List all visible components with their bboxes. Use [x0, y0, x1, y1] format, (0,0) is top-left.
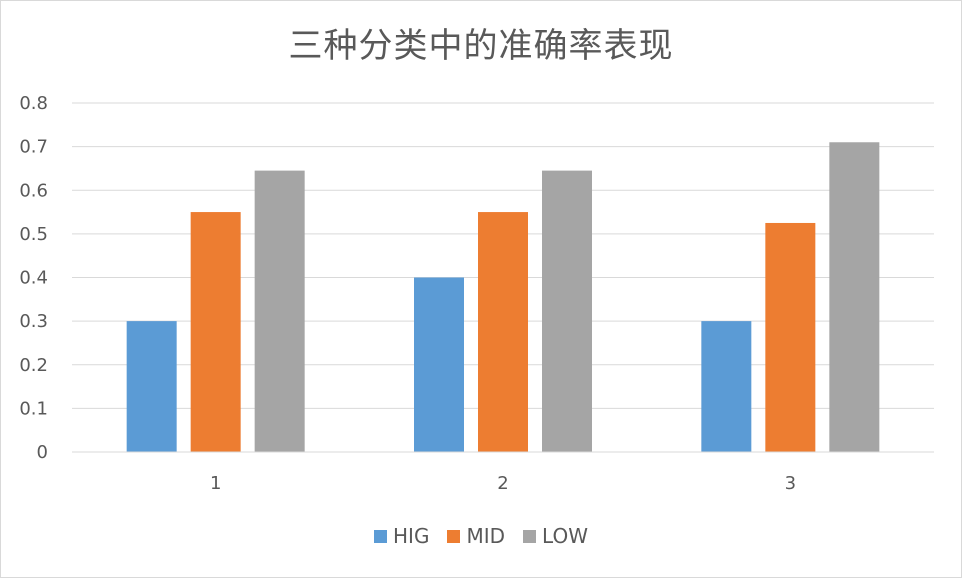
y-tick-label: 0.3	[19, 311, 48, 332]
legend-item-mid: MID	[447, 524, 505, 548]
bar-mid-1	[190, 212, 241, 452]
legend-label: MID	[466, 524, 506, 548]
y-tick-label: 0.8	[19, 93, 48, 114]
x-tick-label: 2	[497, 473, 508, 494]
x-tick-label: 1	[210, 473, 221, 494]
bar-mid-2	[478, 212, 528, 452]
bar-low-3	[829, 142, 880, 452]
legend-swatch	[523, 529, 537, 543]
bar-hig-1	[126, 321, 177, 452]
bar-low-2	[542, 170, 592, 452]
legend-item-low: LOW	[523, 524, 588, 548]
legend-item-hig: HIG	[374, 524, 429, 548]
chart-title: 三种分类中的准确率表现	[288, 26, 674, 66]
legend-swatch	[447, 529, 461, 543]
bar-low-1	[254, 170, 305, 452]
legend-label: LOW	[542, 524, 588, 548]
y-tick-label: 0.6	[19, 180, 48, 201]
y-tick-label: 0.2	[19, 355, 48, 376]
y-tick-label: 0	[37, 442, 48, 463]
legend-swatch	[374, 529, 388, 543]
y-tick-label: 0.7	[19, 137, 48, 158]
y-tick-label: 0.5	[19, 224, 48, 245]
bar-hig-2	[414, 277, 464, 452]
chart-legend: HIG MID LOW	[0, 524, 962, 548]
y-tick-label: 0.4	[19, 268, 48, 289]
bar-mid-3	[765, 222, 816, 452]
y-tick-label: 0.1	[19, 398, 48, 419]
x-tick-label: 3	[785, 473, 796, 494]
bar-hig-3	[701, 321, 752, 452]
legend-label: HIG	[393, 524, 430, 548]
